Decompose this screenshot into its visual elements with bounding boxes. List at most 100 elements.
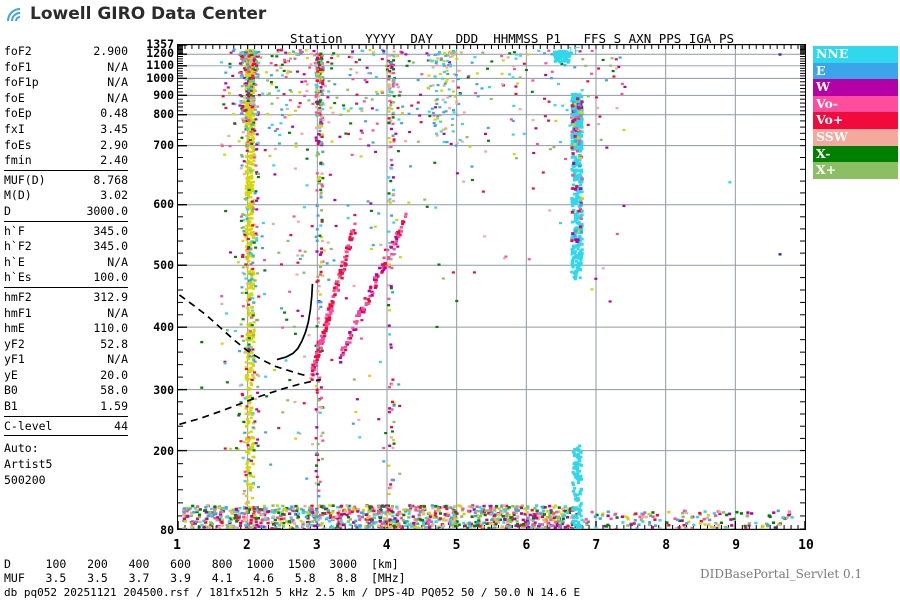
y-tick-label: 1200: [146, 46, 174, 61]
legend-item-w[interactable]: W: [813, 79, 898, 96]
parameter-group-clevel: C-level 44: [4, 419, 128, 437]
parameter-row: M(D) 3.02: [4, 188, 128, 204]
parameter-row: B1 1.59: [4, 399, 128, 415]
muf-distance-table: D 100 200 400 600 800 1000 1500 3000 [km…: [4, 557, 406, 585]
parameter-row: h`Es 100.0: [4, 270, 128, 286]
parameter-row: fxI 3.45: [4, 122, 128, 138]
footer-metadata: db pq052 20251121 204500.rsf / 181fx512h…: [4, 586, 581, 599]
param-label: foF1: [4, 59, 32, 74]
autoscaler-line: Auto:: [4, 441, 39, 456]
y-tick-label: 600: [153, 197, 174, 212]
param-label: hmF1: [4, 305, 32, 320]
param-label: h`F2: [4, 239, 32, 254]
param-label: fmin: [4, 153, 32, 168]
ionogram-traces: 1F: [178, 45, 580, 426]
parameter-row: h`F 345.0: [4, 224, 128, 240]
ionogram-echo-scatter: [181, 48, 794, 529]
param-label: foE: [4, 90, 25, 105]
parameter-row: foEp 0.48: [4, 106, 128, 122]
param-value: 345.0: [93, 239, 128, 254]
param-value: 44: [114, 418, 128, 433]
param-label: B0: [4, 383, 18, 398]
param-value: 8.768: [93, 172, 128, 187]
y-tick-label: 500: [153, 258, 174, 273]
autoscaler-version: 500200: [4, 473, 46, 488]
param-value: N/A: [107, 254, 128, 269]
y-tick-label: 400: [153, 320, 174, 335]
x-tick-label: 8: [662, 538, 671, 553]
parameter-row: h`E N/A: [4, 255, 128, 271]
x-axis-labels: 1 2 3 4 5 6 7 8 9 10: [173, 532, 814, 554]
y-tick-label: 200: [153, 444, 174, 459]
parameter-row: fmin 2.40: [4, 153, 128, 169]
param-value: 345.0: [93, 223, 128, 238]
param-label: foEp: [4, 106, 32, 121]
x-tick-label: 5: [452, 538, 461, 553]
legend-item-e[interactable]: E: [813, 62, 898, 80]
param-value: 2.90: [100, 137, 128, 152]
parameter-row: h`F2 345.0: [4, 239, 128, 255]
parameter-group-profile: hmF2 312.9 hmF1 N/A hmE 110.0 yF2 52.8 yF1 N/…: [4, 290, 128, 417]
param-value: N/A: [107, 305, 128, 320]
parameter-row: C-level 44: [4, 419, 128, 435]
y-tick-label: 80: [160, 523, 174, 537]
x-tick-label: 2: [242, 538, 251, 553]
legend-item-vo-[interactable]: Vo-: [813, 95, 898, 113]
x-tick-label: 6: [522, 538, 531, 553]
servlet-credit: DIDBasePortal_Servlet 0.1: [700, 567, 863, 581]
legend-item-x-[interactable]: X-: [813, 145, 898, 163]
parameter-row: MUF(D) 8.768: [4, 173, 128, 189]
trace-lower-profile: [179, 378, 321, 426]
legend-item-vo-[interactable]: Vo+: [813, 112, 898, 129]
legend-item-nne[interactable]: NNE: [813, 46, 898, 63]
param-value: 1.59: [100, 399, 128, 414]
legend-item-ssw[interactable]: SSW: [813, 128, 898, 146]
param-label: fxI: [4, 121, 25, 136]
parameter-row: B0 58.0: [4, 383, 128, 399]
parameter-row: hmF2 312.9: [4, 290, 128, 306]
parameter-row: D 3000.0: [4, 204, 128, 220]
param-value: N/A: [107, 59, 128, 74]
param-label: yF1: [4, 352, 25, 367]
param-label: h`E: [4, 254, 25, 269]
param-label: h`Es: [4, 270, 32, 285]
param-value: 3.02: [100, 188, 128, 203]
param-label: B1: [4, 399, 18, 414]
legend-item-x-[interactable]: X+: [813, 162, 898, 179]
param-value: N/A: [107, 90, 128, 105]
param-value: N/A: [107, 75, 128, 90]
param-label: yF2: [4, 336, 25, 351]
x-tick-label: 7: [592, 538, 601, 553]
y-tick-label: 300: [153, 383, 174, 398]
trace-f-layer-trace: [276, 283, 314, 361]
parameter-row: yF2 52.8: [4, 337, 128, 353]
param-value: N/A: [107, 352, 128, 367]
param-value: 110.0: [93, 321, 128, 336]
trace-upper-profile: [178, 294, 308, 377]
param-label: h`F: [4, 223, 25, 238]
parameter-row: hmF1 N/A: [4, 306, 128, 322]
y-tick-label: 1100: [146, 57, 174, 72]
parameter-group-virtual-heights: h`F 345.0 h`F2 345.0 h`E N/A h`Es 100.0: [4, 224, 128, 288]
giro-waves-icon: [6, 7, 28, 23]
param-label: M(D): [4, 188, 32, 203]
param-value: 58.0: [100, 383, 128, 398]
ionogram-plot[interactable]: 1F: [177, 44, 806, 530]
parameter-row: foF1p N/A: [4, 75, 128, 91]
x-tick-label: 3: [312, 538, 321, 553]
parameter-row: yE 20.0: [4, 368, 128, 384]
x-tick-label: 9: [732, 538, 741, 553]
parameter-panel: foF2 2.900 foF1 N/A foF1p N/A foE N/A foEp 0.…: [4, 44, 128, 488]
param-label: MUF(D): [4, 172, 46, 187]
param-value: 3.45: [100, 121, 128, 136]
autoscaler-name: Artist5: [4, 457, 53, 472]
param-value: 2.40: [100, 153, 128, 168]
parameter-row: yF1 N/A: [4, 352, 128, 368]
parameter-row: foEs 2.90: [4, 138, 128, 154]
parameter-group-muf: MUF(D) 8.768 M(D) 3.02 D 3000.0: [4, 173, 128, 222]
y-tick-label: 1357: [146, 37, 174, 51]
param-label: hmF2: [4, 289, 32, 304]
station-header-columns: Station YYYY DAY DDD HHMMSS P1 FFS S AXN…: [290, 31, 735, 46]
param-value: 0.48: [100, 106, 128, 121]
parameter-row: hmE 110.0: [4, 321, 128, 337]
